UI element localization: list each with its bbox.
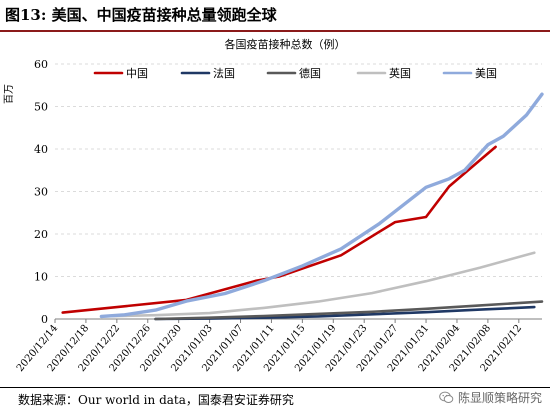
watermark-text: 陈显顺策略研究 bbox=[457, 391, 542, 405]
y-tick-label: 10 bbox=[34, 271, 48, 284]
series-line-5 bbox=[99, 92, 544, 319]
legend-label: 法国 bbox=[213, 66, 235, 80]
series-line-1 bbox=[61, 145, 497, 314]
figure-title: 图13: 美国、中国疫苗接种总量领跑全球 bbox=[5, 6, 277, 24]
source-note: 数据来源：Our world in data，国泰君安证券研究 bbox=[18, 393, 294, 407]
y-tick-label: 50 bbox=[34, 101, 48, 114]
chart-title: 各国疫苗接种总数（例） bbox=[225, 37, 346, 51]
y-axis-unit-label: 百万 bbox=[3, 84, 15, 104]
legend-label: 英国 bbox=[389, 66, 411, 80]
wechat-icon bbox=[439, 391, 454, 403]
series-lines bbox=[61, 92, 544, 321]
axes: 01020304050602020/12/142020/12/182020/12… bbox=[15, 58, 542, 374]
y-tick-label: 20 bbox=[34, 228, 48, 241]
footer-divider bbox=[0, 387, 550, 388]
legend-label: 中国 bbox=[126, 67, 148, 80]
legend: 中国 法国 德国 英国 美国 bbox=[93, 66, 497, 80]
y-tick-label: 40 bbox=[34, 143, 48, 156]
y-tick-label: 0 bbox=[41, 313, 48, 326]
legend-label: 德国 bbox=[299, 66, 321, 80]
series-line-3 bbox=[154, 300, 544, 321]
figure-header: 图13: 美国、中国疫苗接种总量领跑全球 bbox=[0, 0, 550, 32]
y-tick-label: 60 bbox=[34, 58, 48, 71]
y-tick-label: 30 bbox=[34, 186, 48, 199]
watermark: 陈显顺策略研究 bbox=[439, 389, 542, 406]
series-line-4 bbox=[100, 251, 536, 318]
legend-label: 美国 bbox=[475, 67, 497, 80]
vaccination-line-chart: 各国疫苗接种总数（例） 百万 01020304050602020/12/1420… bbox=[3, 37, 544, 374]
